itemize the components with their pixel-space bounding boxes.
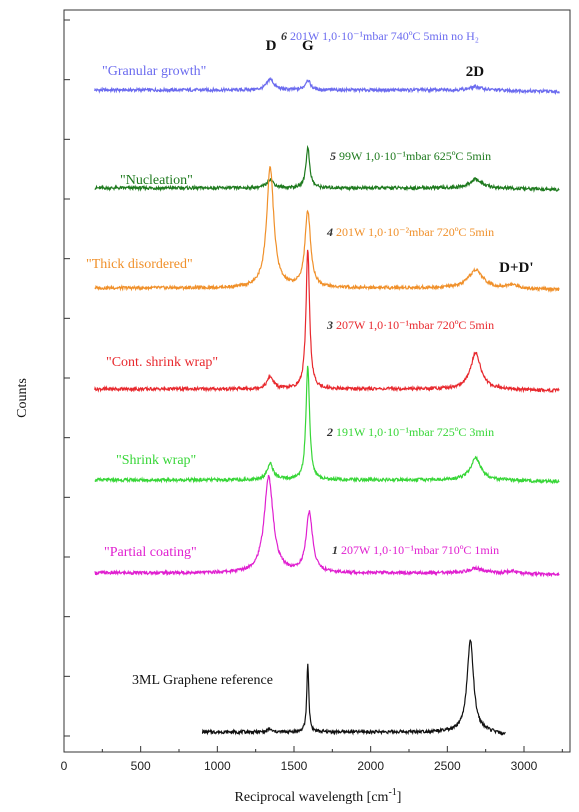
spectrum-line [94, 165, 560, 293]
series-conditions-text: 207W 1,0·10⁻¹mbar 720ºC 5min [336, 318, 494, 332]
x-tick-label: 3000 [511, 759, 538, 773]
series-conditions-label: 1 207W 1,0·10⁻¹mbar 710ºC 1min [332, 543, 499, 557]
x-axis-ticks: 0 500 1000 1500 2000 2500 3000 [61, 746, 563, 773]
y-axis-title: Counts [15, 378, 30, 418]
peak-label: D+D' [499, 260, 533, 276]
series-layer [94, 76, 560, 736]
series-conditions-label: 3 207W 1,0·10⁻¹mbar 720ºC 5min [326, 318, 494, 332]
series-number: 1 [332, 543, 341, 557]
series-conditions-label: 2 191W 1,0·10⁻¹mbar 725ºC 3min [326, 425, 494, 439]
spectrum-line [201, 639, 506, 736]
series-number: 3 [326, 318, 336, 332]
series-conditions-text: 191W 1,0·10⁻¹mbar 725ºC 3min [336, 425, 494, 439]
peak-label: G [302, 38, 314, 54]
series-conditions-text: 99W 1,0·10⁻¹mbar 625ºC 5min [339, 149, 491, 163]
series-name-label: "Granular growth" [102, 64, 206, 79]
spectrum-line [94, 474, 560, 578]
x-tick-label: 0 [61, 759, 68, 773]
peak-label: D [266, 38, 277, 54]
series-conditions-label: 6 201W 1,0·10⁻¹mbar 740ºC 5min no H₂ [281, 29, 479, 43]
spectrum-line [94, 365, 560, 485]
series-conditions-text: 207W 1,0·10⁻¹mbar 710ºC 1min [341, 543, 499, 557]
series-number: 5 [330, 149, 339, 163]
y-axis-ticks [64, 19, 70, 737]
series-name-label: "Shrink wrap" [116, 453, 196, 468]
series-name-label: "Nucleation" [120, 173, 193, 188]
series-conditions-text: 201W 1,0·10⁻¹mbar 740ºC 5min no H₂ [290, 29, 479, 43]
series-number: 2 [326, 425, 336, 439]
label-layer: "Granular growth" 6 201W 1,0·10⁻¹mbar 740… [86, 29, 534, 688]
x-tick-label: 2000 [357, 759, 384, 773]
spectrum-line [94, 76, 560, 96]
peak-label: 2D [466, 64, 485, 80]
series-name-label: "Cont. shrink wrap" [106, 355, 218, 370]
series-number: 6 [281, 29, 290, 43]
x-tick-label: 1000 [204, 759, 231, 773]
x-tick-label: 500 [131, 759, 151, 773]
series-name-label: "Thick disordered" [86, 257, 193, 272]
x-tick-label: 1500 [281, 759, 308, 773]
series-name-label: "Partial coating" [104, 545, 197, 560]
plot-frame [63, 9, 571, 753]
spectrum-line [94, 144, 560, 193]
series-number: 4 [326, 225, 336, 239]
series-conditions-text: 201W 1,0·10⁻²mbar 720ºC 5min [336, 225, 494, 239]
x-tick-label: 2500 [434, 759, 461, 773]
series-conditions-label: 4 201W 1,0·10⁻²mbar 720ºC 5min [326, 225, 494, 239]
x-axis-title: Reciprocal wavelength [cm-1] [235, 787, 402, 805]
series-conditions-label: 5 99W 1,0·10⁻¹mbar 625ºC 5min [330, 149, 491, 163]
series-name-label: 3ML Graphene reference [132, 673, 273, 688]
spectrum-line [94, 249, 560, 394]
